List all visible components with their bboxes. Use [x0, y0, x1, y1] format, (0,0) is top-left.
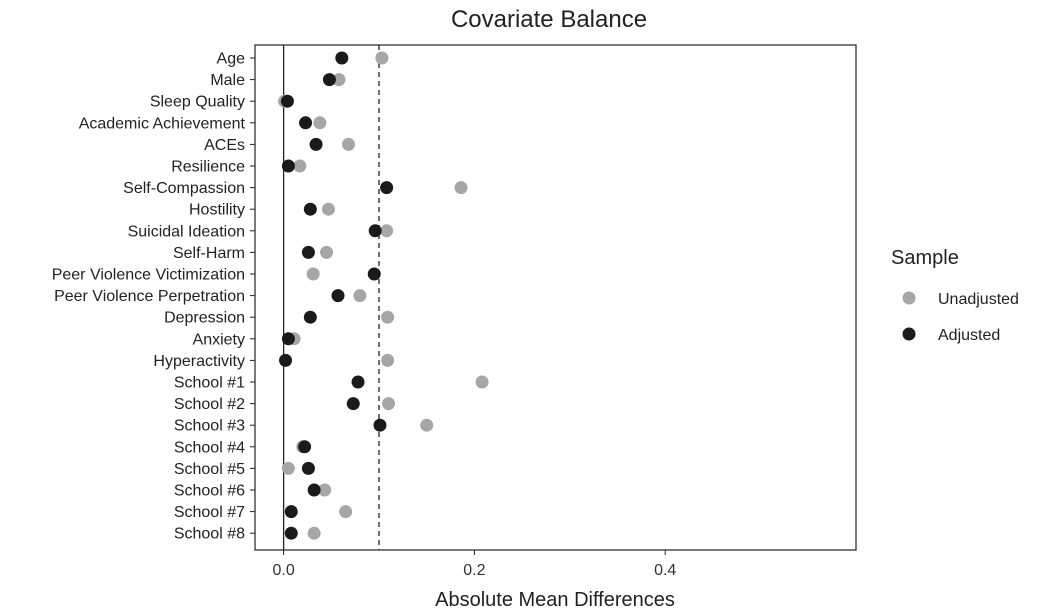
point-unadjusted: [281, 461, 295, 475]
y-tick-label: Self-Compassion: [123, 180, 245, 197]
point-adjusted: [380, 181, 394, 195]
y-tick-label: School #2: [174, 396, 245, 413]
legend-label-unadjusted: Unadjusted: [938, 291, 1019, 308]
legend-label-adjusted: Adjusted: [938, 327, 1000, 344]
point-unadjusted: [420, 418, 434, 432]
point-adjusted: [298, 440, 312, 454]
y-tick-label: Peer Violence Victimization: [52, 267, 245, 284]
point-adjusted: [309, 137, 323, 151]
plot-panel: [254, 44, 857, 551]
point-adjusted: [351, 375, 365, 389]
point-unadjusted: [375, 51, 389, 65]
y-tick-label: Age: [217, 51, 246, 68]
point-unadjusted: [341, 137, 355, 151]
point-adjusted: [373, 418, 387, 432]
y-tick-label: School #8: [174, 526, 245, 543]
y-tick-label: Hostility: [189, 202, 245, 219]
y-tick-label: Resilience: [171, 159, 245, 176]
legend-title: Sample: [891, 247, 959, 269]
point-adjusted: [279, 353, 293, 367]
point-adjusted: [331, 289, 345, 303]
point-adjusted: [322, 73, 336, 87]
x-tick-label: 0.4: [654, 562, 676, 579]
point-unadjusted: [313, 116, 327, 130]
point-unadjusted: [293, 159, 307, 173]
point-adjusted: [281, 159, 295, 173]
point-unadjusted: [318, 483, 332, 497]
point-adjusted: [280, 94, 294, 108]
point-unadjusted: [381, 310, 395, 324]
point-adjusted: [284, 526, 298, 540]
y-tick-label: School #4: [174, 439, 245, 456]
point-adjusted: [367, 267, 381, 281]
point-unadjusted: [475, 375, 489, 389]
y-tick-label: Peer Violence Perpetration: [54, 288, 245, 305]
point-unadjusted: [321, 202, 335, 216]
y-tick-label: School #1: [174, 375, 245, 392]
point-unadjusted: [380, 224, 394, 238]
legend: Sample Unadjusted Adjusted: [891, 247, 1019, 344]
y-axis: Age Male Sleep Quality Academic Achievement…: [52, 51, 255, 543]
y-tick-label: Anxiety: [193, 331, 245, 348]
point-adjusted: [281, 332, 295, 346]
y-tick-label: School #7: [174, 504, 245, 521]
y-tick-label: Male: [210, 72, 245, 89]
point-adjusted: [346, 397, 360, 411]
x-tick-label: 0.2: [463, 562, 485, 579]
point-adjusted: [303, 310, 317, 324]
legend-key-unadjusted: [902, 291, 916, 305]
y-tick-label: Suicidal Ideation: [128, 223, 245, 240]
y-tick-label: School #3: [174, 418, 245, 435]
point-unadjusted: [332, 73, 346, 87]
point-adjusted: [307, 483, 321, 497]
y-tick-label: Sleep Quality: [150, 94, 245, 111]
point-unadjusted: [307, 526, 321, 540]
legend-key-adjusted: [902, 327, 916, 341]
y-tick-label: Self-Harm: [173, 245, 245, 262]
point-unadjusted: [353, 289, 367, 303]
point-adjusted: [301, 245, 315, 259]
x-axis-label: Absolute Mean Differences: [435, 589, 675, 611]
y-tick-label: Academic Achievement: [79, 115, 246, 132]
y-tick-label: ACEs: [204, 137, 245, 154]
y-tick-label: School #5: [174, 461, 245, 478]
point-unadjusted: [320, 245, 334, 259]
x-tick-label: 0.0: [272, 562, 294, 579]
point-adjusted: [335, 51, 349, 65]
point-adjusted: [299, 116, 313, 130]
point-adjusted: [284, 505, 298, 519]
data-points: [278, 51, 489, 540]
y-tick-label: Hyperactivity: [153, 353, 245, 370]
chart-title: Covariate Balance: [451, 6, 647, 33]
point-unadjusted: [454, 181, 468, 195]
point-adjusted: [303, 202, 317, 216]
point-adjusted: [368, 224, 382, 238]
point-unadjusted: [381, 353, 395, 367]
point-adjusted: [301, 461, 315, 475]
point-unadjusted: [339, 505, 353, 519]
x-axis: 0.0 0.2 0.4: [272, 550, 676, 579]
y-tick-label: Depression: [164, 310, 245, 327]
point-unadjusted: [306, 267, 320, 281]
point-unadjusted: [382, 397, 396, 411]
y-tick-label: School #6: [174, 483, 245, 500]
